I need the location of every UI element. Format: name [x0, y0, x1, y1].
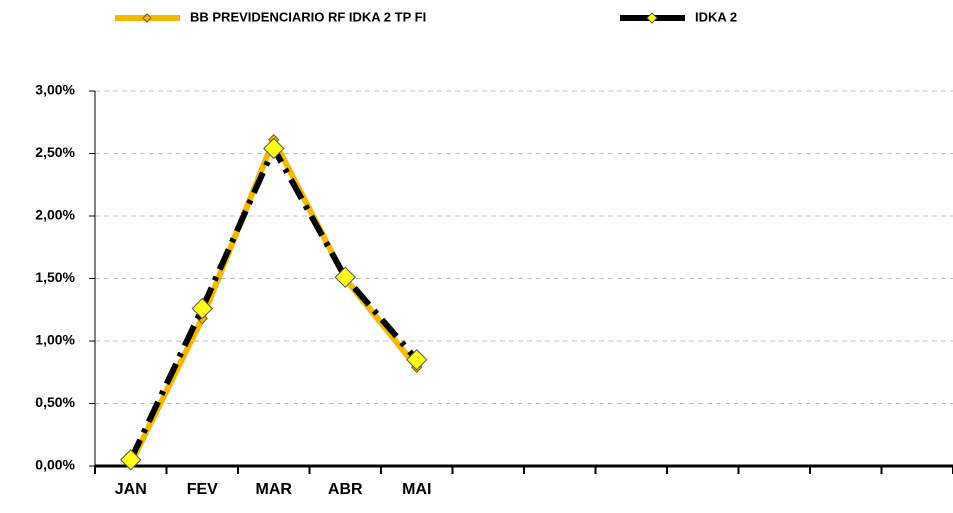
- legend-label: BB PREVIDENCIARIO RF IDKA 2 TP FI: [190, 9, 426, 24]
- x-tick-label: MAR: [256, 481, 293, 498]
- x-tick-label: ABR: [328, 481, 363, 498]
- legend-label: IDKA 2: [695, 9, 737, 24]
- y-tick-label: 1,00%: [35, 332, 75, 348]
- x-tick-label: JAN: [115, 481, 147, 498]
- y-tick-label: 3,00%: [35, 82, 75, 98]
- point-marker: [263, 137, 285, 160]
- y-tick-label: 0,50%: [35, 394, 75, 410]
- legend-item: BB PREVIDENCIARIO RF IDKA 2 TP FI: [115, 9, 426, 24]
- y-tick-label: 0,00%: [35, 457, 75, 473]
- series-line: [128, 145, 420, 462]
- legend-marker: [646, 12, 658, 24]
- point-marker: [191, 297, 213, 320]
- point-marker: [334, 266, 356, 288]
- series-line: [128, 136, 420, 465]
- y-tick-label: 2,00%: [35, 207, 75, 223]
- point-marker: [120, 449, 142, 471]
- y-tick-label: 2,50%: [35, 144, 75, 160]
- legend-marker: [142, 13, 152, 23]
- legend-item: IDKA 2: [620, 9, 737, 24]
- point-marker: [406, 349, 428, 371]
- y-tick-label: 1,50%: [35, 269, 75, 285]
- x-tick-label: MAI: [402, 481, 431, 498]
- x-tick-label: FEV: [187, 481, 218, 498]
